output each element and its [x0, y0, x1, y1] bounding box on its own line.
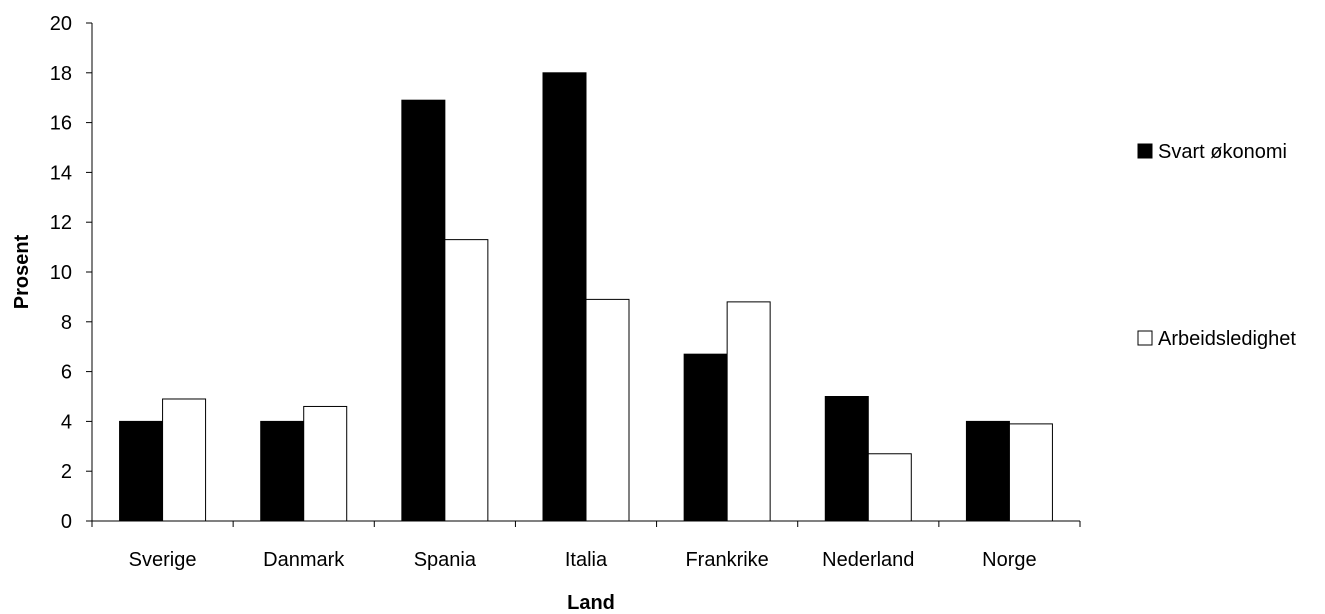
y-tick-label: 0	[61, 511, 72, 533]
bar-arbeidsledighet	[303, 405, 348, 522]
y-tick-label: 6	[61, 362, 72, 384]
x-tick-label: Frankrike	[685, 549, 768, 571]
legend-swatch	[1137, 143, 1153, 159]
bar-arbeidsledighet	[585, 298, 630, 522]
x-tick-label: Spania	[414, 549, 477, 571]
x-tick-label: Danmark	[263, 549, 345, 571]
y-tick-label: 16	[50, 113, 72, 135]
x-axis-ticks: Sverige Danmark Spania Italia Frankrike Neder…	[91, 521, 1081, 571]
bar-svart-okonomi	[119, 420, 164, 522]
bar-arbeidsledighet	[1008, 423, 1053, 522]
bar-svart-okonomi	[683, 353, 728, 522]
bar-svart-okonomi	[542, 72, 587, 522]
legend: Svart økonomi Arbeidsledighet	[1137, 141, 1296, 350]
bar-svart-okonomi	[824, 396, 869, 522]
y-tick-label: 2	[61, 461, 72, 483]
y-tick-label: 4	[61, 411, 72, 433]
legend-label: Arbeidsledighet	[1158, 328, 1296, 350]
y-axis-title: Prosent	[11, 234, 33, 309]
x-tick-label: Nederland	[822, 549, 914, 571]
x-tick-label: Sverige	[129, 549, 197, 571]
y-tick-label: 18	[50, 63, 72, 85]
legend-swatch	[1137, 330, 1153, 346]
bar-arbeidsledighet	[726, 301, 771, 522]
bar-arbeidsledighet	[444, 239, 489, 522]
bar-svart-okonomi	[965, 420, 1010, 522]
y-tick-label: 14	[50, 162, 72, 184]
bar-arbeidsledighet	[867, 453, 912, 522]
bar-svart-okonomi	[401, 99, 446, 522]
x-tick-label: Italia	[565, 549, 608, 571]
y-axis-ticks: 0 2 4 6 8 10 12 14 16 18 20	[50, 13, 92, 533]
x-axis-title: Land	[567, 592, 615, 614]
bar-arbeidsledighet	[162, 398, 207, 522]
legend-label: Svart økonomi	[1158, 141, 1287, 163]
y-tick-label: 12	[50, 212, 72, 234]
x-tick-label: Norge	[982, 549, 1036, 571]
y-tick-label: 8	[61, 312, 72, 334]
y-tick-label: 10	[50, 262, 72, 284]
y-tick-label: 20	[50, 13, 72, 35]
bar-svart-okonomi	[260, 420, 305, 522]
bars	[119, 72, 1053, 522]
